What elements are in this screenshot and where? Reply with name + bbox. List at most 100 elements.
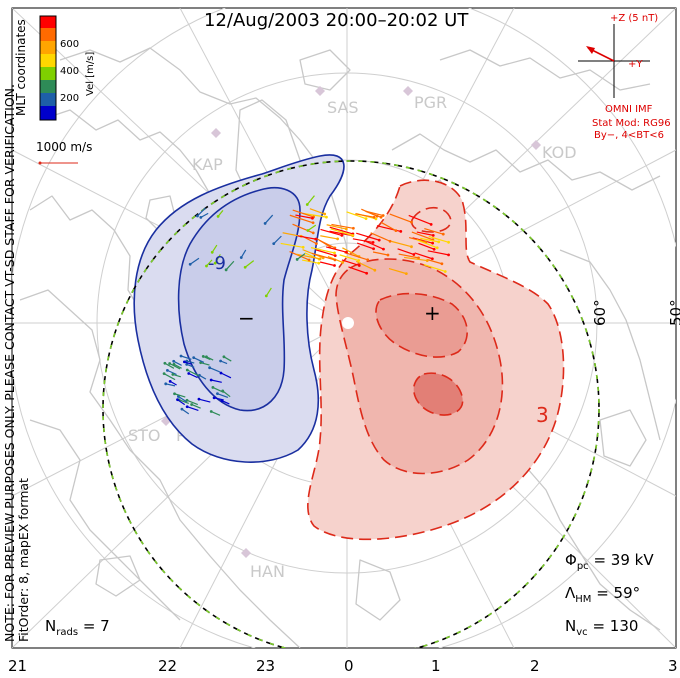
velocity-vector [292,223,314,234]
velocity-vector-origin [325,215,328,219]
stat-n-rads: Nrads = 7 [45,617,110,638]
velocity-vector [187,369,200,377]
coastlines [19,47,661,648]
velocity-vector [212,386,225,393]
station-label-pgr: PGR [414,93,447,112]
velocity-scale-tick-200: 200 [60,93,79,104]
stat-phi-symbol: Φ [565,551,577,569]
mlt-label-2: 2 [530,657,540,674]
velocity-vector-origin [199,215,203,219]
velocity-vector-origin [374,217,378,221]
velocity-vector [177,399,186,406]
velocity-vector [169,362,181,370]
velocity-vector-origin [209,410,213,413]
mlt-label-21: 21 [8,657,27,674]
stat-phi-pc: Φpc = 39 kV [565,551,654,572]
velocity-vector-origin [185,368,189,372]
stat-nrads-sub: rads [56,627,79,638]
velocity-vector-origin [224,268,228,272]
velocity-vector-origin [373,268,377,272]
velocity-vector [222,390,231,398]
velocity-vector-origin [372,247,375,251]
velocity-vector [264,214,274,224]
velocity-vector-origin [394,229,398,233]
stat-nrads-symbol: N [45,617,57,635]
velocity-vector-origin [162,372,166,376]
velocity-vector-origin [210,250,214,254]
velocity-vector-origin [190,403,194,406]
velocity-vector [163,373,176,381]
velocity-vector [423,264,446,273]
mlt-label-0: 0 [344,657,354,674]
fit-order-info: FitOrder: 8, mapEX format [16,478,31,642]
velocity-vector [427,250,449,256]
velocity-vector-origin [351,234,355,237]
velocity-vector-origin [366,258,370,262]
velocity-vector-origin [180,407,184,411]
velocity-vector-origin [381,214,385,217]
velocity-vector-origin [379,215,383,219]
velocity-vector-origin [295,258,299,261]
potential-minimum-marker: − [238,306,255,330]
velocity-scale-title: Vel [m/s] [85,52,96,96]
velocity-vector [388,268,407,275]
radar-stations [161,86,541,558]
velocity-vector [397,248,415,256]
velocity-vector [315,237,331,248]
velocity-scale-tick-400: 400 [60,66,79,77]
velocity-vector [416,239,438,249]
velocity-vector-origin [197,397,201,401]
positive-contour-2 [375,292,468,358]
velocity-vector-origin [164,382,168,386]
velocity-vector-origin [417,256,420,260]
velocity-vector-origin [211,386,215,389]
velocity-vector [189,257,200,265]
station-label-han: HAN [250,562,285,581]
velocity-vector [225,260,235,271]
velocity-vector [220,372,232,379]
velocity-vector-origin [372,215,376,219]
velocity-vector-origin [431,233,435,237]
velocity-vector-origin [163,361,167,365]
velocity-vector [289,251,310,261]
stat-n-vc: Nvc = 130 [565,617,638,638]
velocity-vector-origin [212,396,216,400]
velocity-vector-origin [388,239,392,243]
velocity-vector [356,232,380,241]
velocity-vector [356,242,374,250]
velocity-vector [329,230,353,237]
velocity-vector-origin [382,247,385,251]
velocity-vector [310,247,335,254]
velocity-vector-origin [264,294,268,298]
velocity-vector [309,208,325,215]
velocity-vector-origin [306,229,310,232]
velocity-vector [213,397,224,401]
velocity-vector-origin [443,270,447,273]
latitude-label-50: 50° [667,299,680,326]
velocity-vector-origin [333,264,336,267]
velocity-vector-origin [301,245,305,249]
velocity-vector-origin [311,216,314,220]
velocity-vector-origin [317,261,321,265]
velocity-vector [426,258,443,265]
velocity-vector [191,403,201,409]
velocity-vector-origin [222,355,226,359]
velocity-vector-origin [333,258,337,262]
imf-y-label: +Y [628,59,643,70]
velocity-vector [273,235,282,245]
velocity-vector-origin [386,253,390,257]
stat-phi-value: = 39 kV [593,551,654,569]
velocity-vector [418,242,435,250]
vector-scale-label: 1000 m/s [36,140,92,154]
negative-contour-label: -9 [208,253,226,274]
velocity-vector-origin [440,262,444,266]
velocity-vector [165,383,176,387]
velocity-vector-origin [429,222,433,226]
velocity-vector [372,251,389,256]
velocity-vector-origin [168,362,172,365]
velocity-vector-origin [305,203,309,206]
velocity-vector [214,254,221,264]
velocity-vector-origin [209,378,213,382]
velocity-vector-origin [239,256,243,259]
velocity-vector-origin [166,368,169,372]
